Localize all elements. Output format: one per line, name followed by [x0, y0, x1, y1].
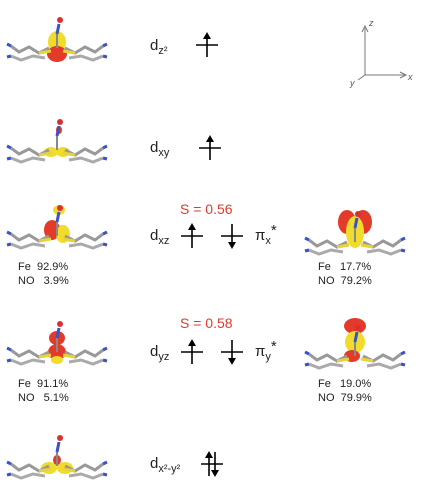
molecule [7, 17, 107, 62]
composition: Fe 19.0% [318, 378, 371, 390]
axis-label: z [368, 18, 374, 28]
overlap: S = 0.56 [180, 201, 233, 217]
spin-up [181, 223, 203, 248]
spin-up [181, 339, 203, 364]
composition: Fe 91.1% [18, 378, 68, 390]
composition: NO 3.9% [18, 275, 69, 287]
molecule [7, 205, 107, 248]
orbital-label: dxy [150, 139, 170, 159]
axis-label: y [349, 78, 355, 88]
orbital-label: πx* [255, 222, 277, 247]
orbital-label: dz² [150, 37, 168, 57]
composition: NO 79.9% [318, 392, 372, 404]
orbital-label: dx²-y² [150, 455, 181, 475]
spin-down [221, 224, 243, 249]
axis-label: x [407, 72, 413, 82]
figure: dz² dxy S = 0.56 Fe 92.9% NO 3.9% dxz πx… [0, 0, 421, 490]
overlap: S = 0.58 [180, 315, 233, 331]
spin-pair [201, 451, 223, 477]
molecule [305, 318, 405, 368]
composition: Fe 17.7% [318, 261, 371, 273]
spin-up [199, 135, 221, 160]
composition: NO 79.2% [318, 275, 372, 287]
molecule [7, 435, 107, 478]
spin-down [221, 340, 243, 365]
molecule [7, 119, 107, 162]
molecule [7, 321, 107, 364]
orbital-label: dxz [150, 227, 169, 247]
spin-up [196, 32, 218, 57]
molecule [305, 210, 405, 254]
orbital-label: πy* [255, 338, 277, 363]
axes-indicator [358, 26, 406, 80]
composition: NO 5.1% [18, 392, 69, 404]
orbital-label: dyz [150, 343, 169, 363]
composition: Fe 92.9% [18, 261, 68, 273]
